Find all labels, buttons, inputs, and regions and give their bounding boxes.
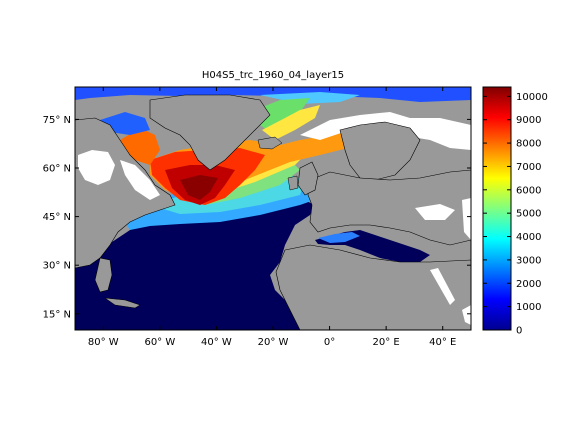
caspian-nodata bbox=[462, 198, 471, 240]
colorbar-tick-label: 6000 bbox=[516, 185, 541, 196]
florida bbox=[94, 257, 113, 293]
colorbar-tick-label: 8000 bbox=[516, 139, 541, 150]
lat-tick-label: 15° N bbox=[43, 309, 71, 320]
lat-tick-label: 45° N bbox=[43, 212, 71, 223]
longitude-ticks: 80° W 60° W 40° W 20° W 0° 20° E 40° E bbox=[88, 87, 456, 348]
caribbean-ocean bbox=[75, 288, 140, 330]
greenland-sea-green bbox=[255, 98, 310, 132]
colorbar-ticks: 0 1000 2000 3000 4000 5000 6000 7000 8000 9000 100… bbox=[483, 92, 548, 337]
iceland bbox=[257, 136, 283, 150]
mediterranean-light bbox=[318, 232, 360, 243]
lon-tick-label: 0° bbox=[324, 337, 335, 348]
colorbar-tick-label: 5000 bbox=[516, 209, 541, 220]
ocean-deep-blue bbox=[75, 198, 315, 330]
colorbar-tick-label: 3000 bbox=[516, 255, 541, 266]
lat-tick-label: 30° N bbox=[43, 261, 71, 272]
colorbar-tick-label: 2000 bbox=[516, 279, 541, 290]
black-sea-nodata bbox=[415, 204, 455, 220]
colorbar-tick-label: 0 bbox=[516, 326, 522, 337]
map-area bbox=[75, 87, 471, 330]
lon-tick-label: 60° W bbox=[144, 337, 175, 348]
lat-tick-label: 60° N bbox=[43, 164, 71, 175]
colorbar-tick-label: 7000 bbox=[516, 162, 541, 173]
red-sea-nodata bbox=[430, 268, 455, 305]
colorbar-tick-label: 10000 bbox=[516, 92, 548, 103]
map-title: H04S5_trc_1960_04_layer15 bbox=[202, 70, 344, 81]
africa bbox=[275, 244, 471, 330]
ireland bbox=[287, 175, 299, 191]
europe bbox=[307, 169, 471, 246]
persian-gulf-nodata bbox=[462, 305, 471, 325]
colorbar-tick-label: 9000 bbox=[516, 115, 541, 126]
lon-tick-label: 40° E bbox=[429, 337, 456, 348]
nordic-nodata bbox=[300, 112, 471, 150]
lon-tick-label: 20° E bbox=[373, 337, 400, 348]
labrador-sea bbox=[120, 128, 160, 165]
lon-tick-label: 20° W bbox=[258, 337, 289, 348]
hudson-bay-nodata bbox=[78, 150, 115, 185]
colorbar bbox=[482, 86, 512, 331]
scandinavia bbox=[339, 121, 421, 181]
colorbar-tick-label: 4000 bbox=[516, 232, 541, 243]
lat-tick-label: 75° N bbox=[43, 115, 71, 126]
plume-maroon bbox=[180, 175, 218, 200]
latitude-ticks: 15° N 30° N 45° N 60° N 75° N bbox=[43, 115, 471, 320]
colorbar-tick-label: 1000 bbox=[516, 302, 541, 313]
greenland bbox=[149, 94, 271, 171]
greenland-sea-yellow bbox=[262, 105, 320, 140]
cuba bbox=[104, 297, 141, 309]
lon-tick-label: 80° W bbox=[88, 337, 119, 348]
lon-tick-label: 40° W bbox=[201, 337, 232, 348]
canadian-nodata bbox=[120, 160, 160, 200]
